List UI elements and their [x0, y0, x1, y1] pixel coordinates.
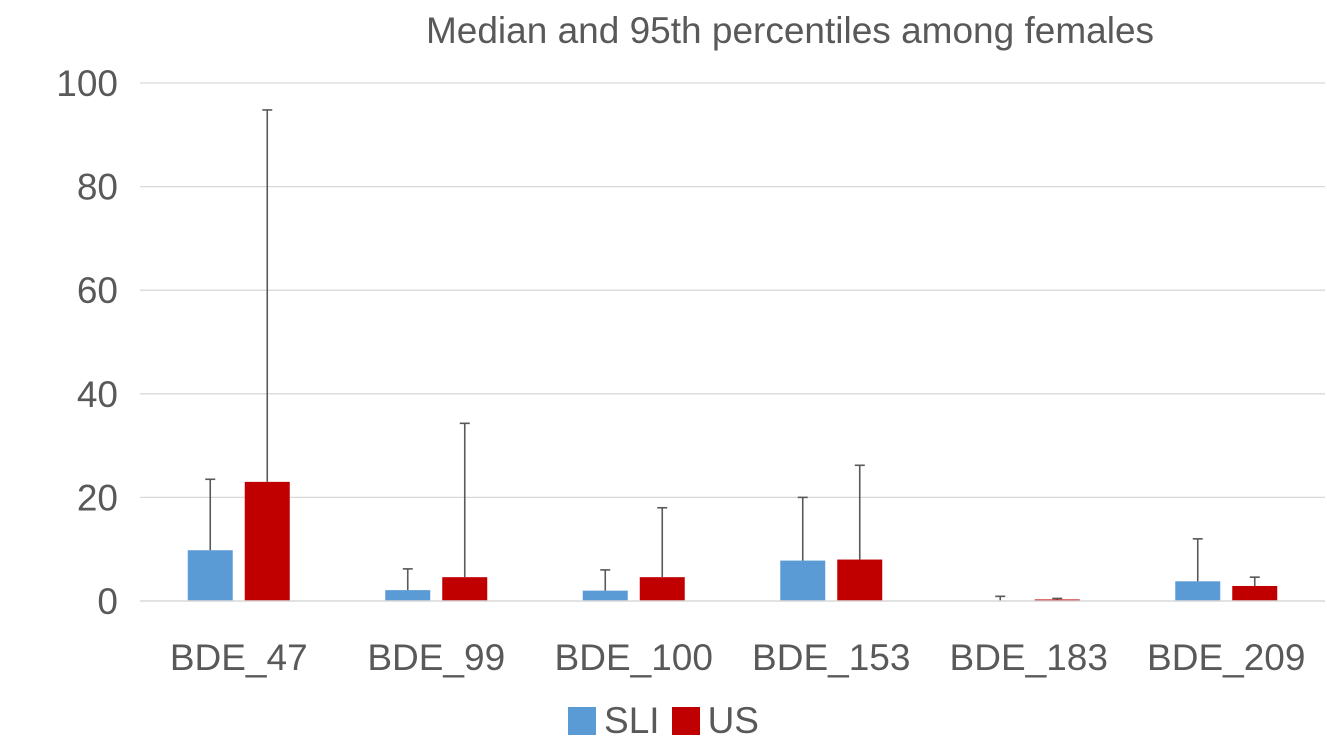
- y-tick-label: 20: [77, 477, 118, 518]
- bar-us: [244, 481, 290, 601]
- bar-us: [639, 577, 685, 601]
- bar-sli: [780, 560, 826, 601]
- legend-item-us: US: [671, 700, 759, 742]
- bar-us: [442, 577, 488, 601]
- bar-sli: [582, 590, 628, 601]
- bar-sli: [187, 550, 233, 601]
- x-tick-label: BDE_100: [555, 637, 713, 678]
- bar-sli: [385, 590, 431, 601]
- bar-us: [837, 559, 883, 601]
- y-tick-label: 0: [97, 581, 118, 622]
- x-tick-label: BDE_183: [950, 637, 1108, 678]
- y-tick-label: 60: [77, 270, 118, 311]
- y-tick-label: 100: [56, 63, 118, 104]
- bar-us: [1034, 599, 1080, 601]
- legend-label: SLI: [604, 700, 660, 741]
- legend-item-sli: SLI: [568, 700, 660, 742]
- bar-sli: [1175, 581, 1221, 601]
- x-tick-label: BDE_209: [1147, 637, 1305, 678]
- x-tick-label: BDE_99: [367, 637, 505, 678]
- y-tick-label: 80: [77, 167, 118, 208]
- chart-title: Median and 95th percentiles among female…: [425, 10, 1155, 51]
- legend: SLI US: [0, 700, 1327, 744]
- legend-swatch: [568, 707, 597, 735]
- bar-us: [1232, 585, 1278, 601]
- legend-swatch: [671, 707, 700, 735]
- x-tick-label: BDE_153: [752, 637, 910, 678]
- y-tick-label: 40: [77, 374, 118, 415]
- x-tick-label: BDE_47: [170, 637, 308, 678]
- legend-label: US: [707, 700, 759, 741]
